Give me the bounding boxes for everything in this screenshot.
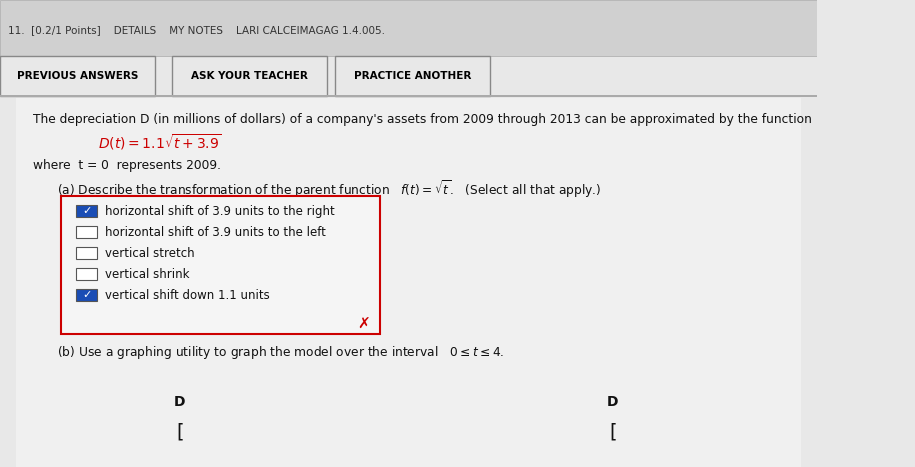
FancyBboxPatch shape	[0, 95, 817, 97]
FancyBboxPatch shape	[335, 56, 490, 96]
Text: 11.  [0.2/1 Points]    DETAILS    MY NOTES    LARI CALCEIMAGAG 1.4.005.: 11. [0.2/1 Points] DETAILS MY NOTES LARI…	[8, 25, 385, 35]
FancyBboxPatch shape	[16, 98, 801, 467]
Text: $D(t) = 1.1\sqrt{t + 3.9}$: $D(t) = 1.1\sqrt{t + 3.9}$	[98, 133, 221, 152]
Text: (b) Use a graphing utility to graph the model over the interval   $0 \leq t \leq: (b) Use a graphing utility to graph the …	[57, 344, 504, 361]
FancyBboxPatch shape	[171, 56, 327, 96]
Text: D: D	[607, 395, 619, 409]
Text: (a) Describe the transformation of the parent function   $f(t) = \sqrt{t}$.   (S: (a) Describe the transformation of the p…	[57, 178, 602, 200]
FancyBboxPatch shape	[0, 0, 817, 56]
Text: vertical shift down 1.1 units: vertical shift down 1.1 units	[105, 289, 270, 302]
FancyBboxPatch shape	[76, 226, 97, 238]
FancyBboxPatch shape	[76, 289, 97, 301]
Text: [: [	[608, 423, 617, 441]
Text: where  t = 0  represents 2009.: where t = 0 represents 2009.	[33, 159, 221, 172]
FancyBboxPatch shape	[76, 247, 97, 259]
Text: PRACTICE ANOTHER: PRACTICE ANOTHER	[354, 71, 471, 81]
Text: horizontal shift of 3.9 units to the right: horizontal shift of 3.9 units to the rig…	[105, 205, 335, 218]
FancyBboxPatch shape	[76, 205, 97, 217]
Text: ✓: ✓	[82, 290, 92, 300]
Text: D: D	[174, 395, 186, 409]
FancyBboxPatch shape	[61, 196, 380, 334]
Text: vertical stretch: vertical stretch	[105, 247, 195, 260]
Text: ✗: ✗	[357, 317, 370, 332]
Text: [: [	[176, 423, 184, 441]
FancyBboxPatch shape	[76, 268, 97, 280]
Text: ✓: ✓	[82, 206, 92, 216]
Text: horizontal shift of 3.9 units to the left: horizontal shift of 3.9 units to the lef…	[105, 226, 327, 239]
Text: ASK YOUR TEACHER: ASK YOUR TEACHER	[190, 71, 307, 81]
Text: vertical shrink: vertical shrink	[105, 268, 190, 281]
Text: PREVIOUS ANSWERS: PREVIOUS ANSWERS	[16, 71, 138, 81]
Text: The depreciation D (in millions of dollars) of a company's assets from 2009 thro: The depreciation D (in millions of dolla…	[33, 113, 812, 126]
FancyBboxPatch shape	[0, 56, 156, 96]
